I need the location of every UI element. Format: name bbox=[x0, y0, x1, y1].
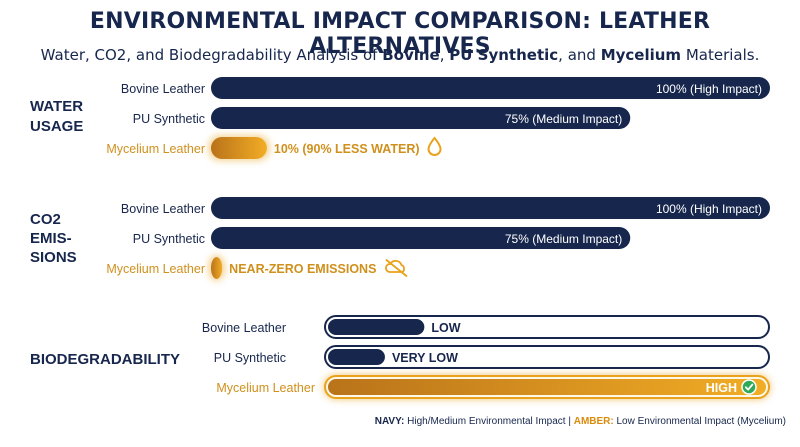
category-label: PU Synthetic bbox=[214, 351, 286, 365]
water-drop-shape bbox=[427, 136, 442, 156]
bar-mycelium-water bbox=[211, 137, 267, 159]
strike-line bbox=[385, 259, 408, 277]
data-label: 75% (Medium Impact) bbox=[505, 232, 622, 246]
legend-navy-key: NAVY: bbox=[374, 416, 405, 427]
data-label: 75% (Medium Impact) bbox=[505, 112, 622, 126]
capsule-track bbox=[324, 315, 770, 339]
bar-bovine-biodegradability bbox=[328, 319, 425, 335]
cloud-shape bbox=[385, 259, 405, 273]
category-label: PU Synthetic bbox=[133, 112, 205, 126]
data-label: HIGH bbox=[706, 381, 737, 395]
capsule-track bbox=[324, 345, 770, 369]
data-label: 100% (High Impact) bbox=[656, 82, 762, 96]
data-label: 10% (90% LESS WATER) bbox=[274, 142, 420, 156]
bar-mycelium-co2 bbox=[211, 257, 223, 279]
group-title-co2-line: SIONS bbox=[30, 249, 77, 266]
legend-amber-key: AMBER: bbox=[573, 416, 614, 427]
bar-pu-water bbox=[211, 107, 631, 129]
data-label: LOW bbox=[431, 321, 460, 335]
group-title-co2-line: EMIS- bbox=[30, 230, 72, 247]
bar-mycelium-biodegradability bbox=[328, 379, 766, 395]
group-title-co2-line: CO2 bbox=[30, 211, 61, 228]
category-label: Mycelium Leather bbox=[106, 142, 205, 156]
check-circle bbox=[741, 379, 757, 395]
bar-bovine-co2 bbox=[211, 197, 770, 219]
category-label: Bovine Leather bbox=[121, 82, 205, 96]
category-label: Bovine Leather bbox=[202, 321, 286, 335]
cloud-crossed-icon bbox=[385, 259, 408, 277]
bar-bovine-water bbox=[211, 77, 770, 99]
chart-subtitle: Water, CO2, and Biodegradability Analysi… bbox=[40, 46, 760, 64]
group-title-biodegradability-line: BIODEGRADABILITY bbox=[30, 351, 180, 368]
group-title-water-line: WATER bbox=[30, 98, 83, 115]
color-legend: NAVY: High/Medium Environmental Impact |… bbox=[375, 416, 786, 427]
chart-title: ENVIRONMENTAL IMPACT COMPARISON: LEATHER… bbox=[89, 9, 711, 59]
check-mark bbox=[744, 383, 754, 391]
bar-pu-co2 bbox=[211, 227, 631, 249]
category-label: Mycelium Leather bbox=[106, 262, 205, 276]
category-label: Mycelium Leather bbox=[216, 381, 315, 395]
water-drop-icon bbox=[427, 136, 442, 156]
bar-pu-biodegradability bbox=[328, 349, 385, 365]
legend-amber-text: Low Environmental Impact (Mycelium) bbox=[613, 416, 786, 427]
data-label: NEAR-ZERO EMISSIONS bbox=[229, 262, 376, 276]
check-circle-icon bbox=[741, 379, 757, 395]
data-label: 100% (High Impact) bbox=[656, 202, 762, 216]
legend-navy-text: High/Medium Environmental Impact | bbox=[404, 416, 574, 427]
category-label: Bovine Leather bbox=[121, 202, 205, 216]
group-title-water-line: USAGE bbox=[30, 118, 83, 135]
data-label: VERY LOW bbox=[392, 351, 458, 365]
category-label: PU Synthetic bbox=[133, 232, 205, 246]
